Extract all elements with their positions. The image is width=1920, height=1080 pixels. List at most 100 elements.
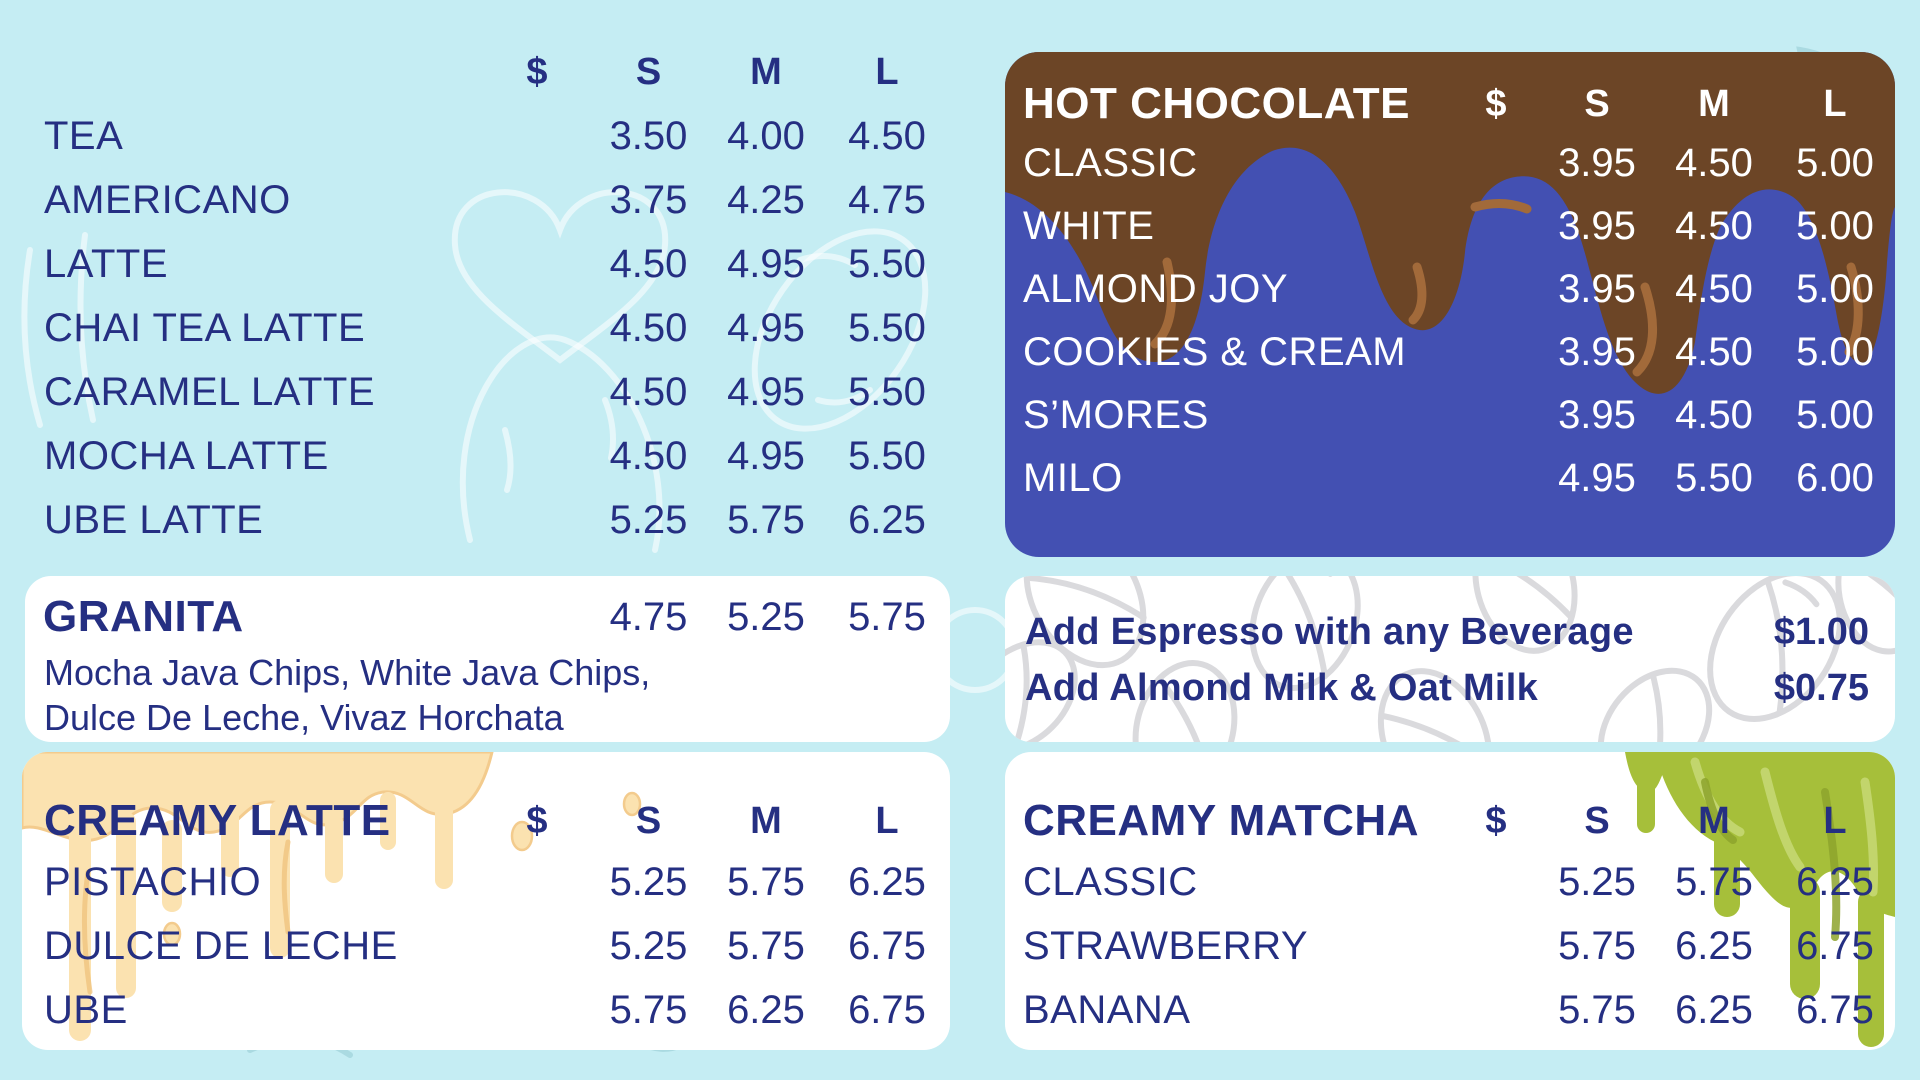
addon-row: Add Espresso with any Beverage $1.00 (1005, 604, 1895, 660)
item-name: STRAWBERRY (1023, 923, 1309, 968)
menu-item-row: COOKIES & CREAM 3.95 4.50 5.00 (1005, 321, 1895, 384)
price-medium: 4.25 (727, 177, 805, 222)
price-medium: 4.95 (727, 369, 805, 414)
price-large: 6.00 (1796, 456, 1874, 500)
menu-item-row: CHAI TEA LATTE 4.50 4.95 5.50 (44, 296, 948, 360)
price-small: 5.75 (1558, 923, 1636, 968)
price-large: 5.00 (1796, 393, 1874, 437)
size-large-header: L (1823, 82, 1847, 125)
menu-item-row: UBE 5.75 6.25 6.75 (22, 978, 950, 1042)
price-medium: 4.95 (727, 433, 805, 478)
price-large: 6.25 (848, 497, 926, 542)
price-small: 4.95 (1558, 456, 1636, 500)
price-small: 5.75 (609, 987, 688, 1032)
price-large: 6.25 (1796, 859, 1874, 904)
section-title: CREAMY MATCHA (1023, 796, 1419, 845)
price-large: 4.75 (848, 177, 926, 222)
section-title: GRANITA (43, 592, 244, 641)
menu-item-row: STRAWBERRY 5.75 6.25 6.75 (1005, 914, 1895, 978)
price-small: 3.95 (1558, 267, 1636, 311)
price-large: 5.00 (1796, 204, 1874, 248)
size-small-header: S (635, 799, 662, 842)
price-medium: 5.50 (1675, 456, 1753, 500)
size-large-header: L (875, 799, 899, 842)
price-small: 4.50 (609, 305, 688, 350)
item-name: DULCE DE LECHE (44, 923, 398, 968)
price-medium: 5.75 (727, 497, 805, 542)
granita-flavors-line2: Dulce De Leche, Vivaz Horchata (44, 697, 564, 738)
price-small: 3.95 (1558, 393, 1636, 437)
price-medium: 4.50 (1675, 267, 1753, 311)
addon-price: $1.00 (1773, 610, 1869, 653)
size-small-header: S (635, 50, 662, 93)
item-name: CLASSIC (1023, 141, 1198, 185)
price-medium: 4.50 (1675, 330, 1753, 374)
dollar-header: $ (1485, 82, 1507, 125)
item-name: MILO (1023, 456, 1123, 500)
price-medium: 4.50 (1675, 393, 1753, 437)
granita-flavors-line1: Mocha Java Chips, White Java Chips, (44, 652, 651, 693)
item-name: PISTACHIO (44, 859, 262, 904)
addon-row: Add Almond Milk & Oat Milk $0.75 (1005, 660, 1895, 716)
price-large: 5.50 (848, 433, 926, 478)
size-medium-header: M (750, 799, 782, 842)
price-medium: 4.50 (1675, 141, 1753, 185)
hot-chocolate-header-row: HOT CHOCOLATE $ S M L (1005, 76, 1895, 132)
granita-card: GRANITA 4.75 5.25 5.75 Mocha Java Chips,… (25, 576, 950, 742)
granita-title-row: GRANITA 4.75 5.25 5.75 (25, 588, 950, 646)
price-large: 5.00 (1796, 267, 1874, 311)
menu-item-row: S’MORES 3.95 4.50 5.00 (1005, 384, 1895, 447)
item-name: TEA (44, 113, 124, 158)
item-name: LATTE (44, 241, 169, 286)
price-large: 6.75 (848, 987, 926, 1032)
price-small: 4.50 (609, 433, 688, 478)
hot-drinks-table: $ S M L TEA 3.50 4.00 4.50 AMERICANO 3.7… (44, 40, 948, 552)
dollar-header: $ (526, 799, 548, 842)
price-small: 5.25 (609, 497, 688, 542)
addons-card: Add Espresso with any Beverage $1.00 Add… (1005, 576, 1895, 742)
menu-item-row: LATTE 4.50 4.95 5.50 (44, 232, 948, 296)
price-large: 6.25 (848, 859, 926, 904)
price-medium: 5.75 (1675, 859, 1753, 904)
item-name: CARAMEL LATTE (44, 369, 376, 414)
menu-item-row: BANANA 5.75 6.25 6.75 (1005, 978, 1895, 1042)
creamy-latte-header-row: CREAMY LATTE $ S M L (22, 792, 950, 850)
size-large-header: L (875, 50, 899, 93)
price-large: 5.00 (1796, 141, 1874, 185)
price-small: 3.95 (1558, 141, 1636, 185)
price-small: 4.50 (609, 369, 688, 414)
item-name: CHAI TEA LATTE (44, 305, 366, 350)
price-medium: 6.25 (1675, 987, 1753, 1032)
menu-item-row: ALMOND JOY 3.95 4.50 5.00 (1005, 258, 1895, 321)
item-name: S’MORES (1023, 393, 1209, 437)
menu-item-row: CLASSIC 5.25 5.75 6.25 (1005, 850, 1895, 914)
price-large: 6.75 (1796, 923, 1874, 968)
item-name: ALMOND JOY (1023, 267, 1289, 311)
price-small: 4.75 (609, 594, 688, 639)
item-name: COOKIES & CREAM (1023, 330, 1407, 374)
price-medium: 5.25 (727, 594, 805, 639)
price-large: 5.75 (848, 594, 926, 639)
price-large: 4.50 (848, 113, 926, 158)
item-name: AMERICANO (44, 177, 291, 222)
price-large: 6.75 (848, 923, 926, 968)
item-name: BANANA (1023, 987, 1191, 1032)
price-medium: 6.25 (727, 987, 805, 1032)
menu-item-row: PISTACHIO 5.25 5.75 6.25 (22, 850, 950, 914)
section-title: CREAMY LATTE (44, 796, 391, 845)
granita-flavors: Mocha Java Chips, White Java Chips, Dulc… (25, 650, 950, 740)
price-large: 6.75 (1796, 987, 1874, 1032)
price-small: 5.25 (1558, 859, 1636, 904)
price-medium: 5.75 (727, 923, 805, 968)
price-small: 3.95 (1558, 204, 1636, 248)
item-name: UBE (44, 987, 128, 1032)
item-name: WHITE (1023, 204, 1155, 248)
menu-item-row: CLASSIC 3.95 4.50 5.00 (1005, 132, 1895, 195)
price-medium: 4.95 (727, 305, 805, 350)
price-small: 3.75 (609, 177, 688, 222)
menu-item-row: MILO 4.95 5.50 6.00 (1005, 447, 1895, 510)
addon-price: $0.75 (1773, 666, 1869, 709)
creamy-latte-card: CREAMY LATTE $ S M L PISTACHIO 5.25 5.75… (22, 752, 950, 1050)
size-header-row: $ S M L (44, 40, 948, 104)
price-medium: 4.00 (727, 113, 805, 158)
